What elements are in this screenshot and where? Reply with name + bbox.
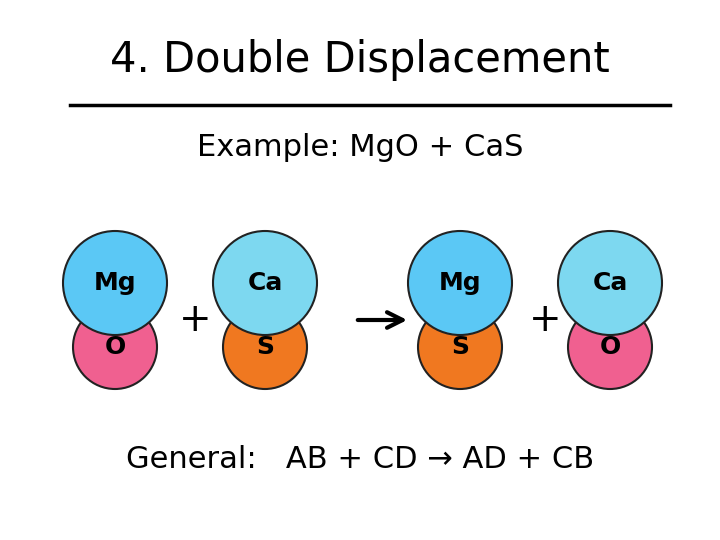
Text: General:   AB + CD → AD + CB: General: AB + CD → AD + CB (126, 446, 594, 475)
Text: 4. Double Displacement: 4. Double Displacement (110, 39, 610, 81)
Circle shape (408, 231, 512, 335)
Text: Mg: Mg (94, 271, 136, 295)
Circle shape (558, 231, 662, 335)
Text: S: S (256, 335, 274, 359)
Circle shape (418, 305, 502, 389)
Text: O: O (599, 335, 621, 359)
Text: Example: MgO + CaS: Example: MgO + CaS (197, 133, 523, 163)
Text: S: S (451, 335, 469, 359)
Circle shape (568, 305, 652, 389)
Circle shape (73, 305, 157, 389)
Text: Ca: Ca (247, 271, 283, 295)
Circle shape (213, 231, 317, 335)
Text: Mg: Mg (438, 271, 481, 295)
Text: O: O (104, 335, 125, 359)
Text: Ca: Ca (593, 271, 628, 295)
Circle shape (63, 231, 167, 335)
Circle shape (223, 305, 307, 389)
Text: +: + (179, 301, 211, 339)
Text: +: + (528, 301, 562, 339)
